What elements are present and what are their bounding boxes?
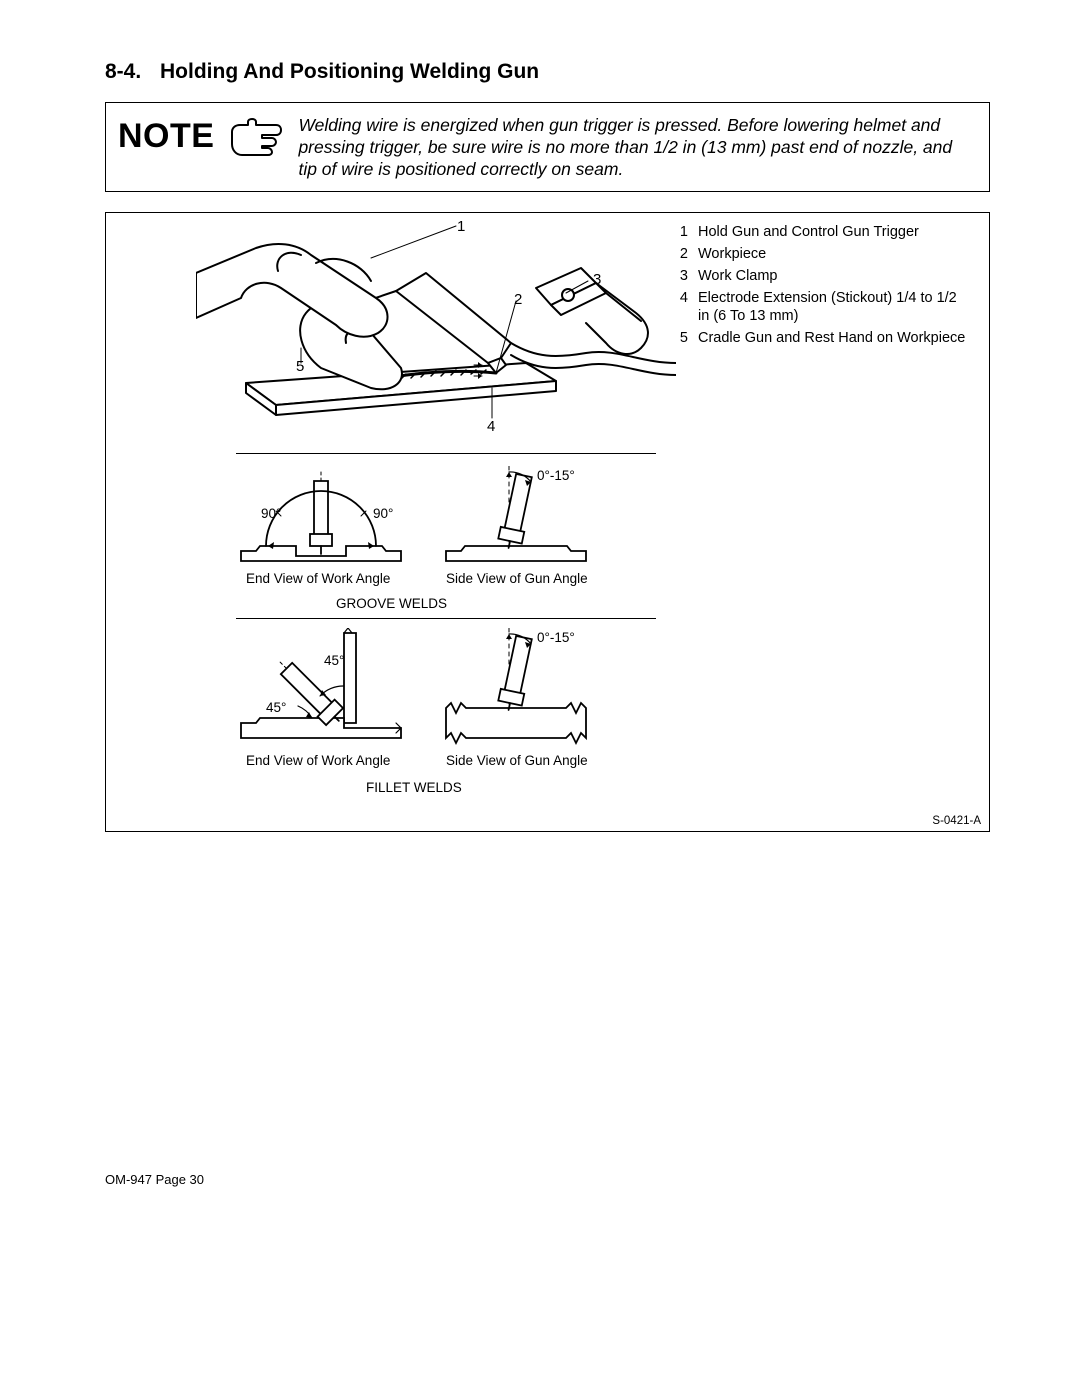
pointing-hand-icon	[228, 118, 282, 156]
note-label: NOTE	[118, 117, 214, 156]
callout-2: 2	[514, 291, 522, 308]
legend: 1Hold Gun and Control Gun Trigger 2Workp…	[666, 223, 966, 352]
heading-title: Holding And Positioning Welding Gun	[160, 60, 539, 83]
divider	[236, 453, 656, 454]
callout-5: 5	[296, 358, 304, 375]
legend-item: 1Hold Gun and Control Gun Trigger	[666, 223, 966, 241]
fillet-end-view	[236, 628, 406, 748]
angle-45-upper: 45°	[324, 653, 344, 668]
divider	[236, 618, 656, 619]
legend-item: 3Work Clamp	[666, 267, 966, 285]
section-heading: 8-4.Holding And Positioning Welding Gun	[105, 60, 990, 84]
page-footer: OM-947 Page 30	[105, 1172, 204, 1187]
callout-1: 1	[457, 218, 465, 235]
angle-45-lower: 45°	[266, 700, 286, 715]
angle-0-15-fillet: 0°-15°	[537, 630, 575, 645]
note-text: Welding wire is energized when gun trigg…	[298, 107, 975, 181]
legend-item: 5Cradle Gun and Rest Hand on Workpiece	[666, 329, 966, 347]
main-illustration	[196, 213, 676, 438]
fillet-side-caption: Side View of Gun Angle	[446, 753, 588, 768]
fillet-side-view	[441, 628, 591, 748]
groove-title: GROOVE WELDS	[336, 596, 447, 611]
fillet-title: FILLET WELDS	[366, 780, 462, 795]
callout-3: 3	[593, 271, 601, 288]
angle-90-right: 90°	[373, 506, 393, 521]
figure-reference: S-0421-A	[932, 815, 981, 827]
angle-0-15-groove: 0°-15°	[537, 468, 575, 483]
heading-number: 8-4.	[105, 60, 160, 84]
figure-box: 1 2 3 4 5 1Hold Gun and Control Gun Trig…	[105, 212, 990, 832]
angle-90-left: 90°	[261, 506, 281, 521]
note-box: NOTE Welding wire is energized when gun …	[105, 102, 990, 192]
legend-item: 2Workpiece	[666, 245, 966, 263]
callout-4: 4	[487, 418, 495, 435]
groove-end-caption: End View of Work Angle	[246, 571, 390, 586]
fillet-end-caption: End View of Work Angle	[246, 753, 390, 768]
legend-item: 4Electrode Extension (Stickout) 1/4 to 1…	[666, 289, 966, 325]
groove-side-caption: Side View of Gun Angle	[446, 571, 588, 586]
